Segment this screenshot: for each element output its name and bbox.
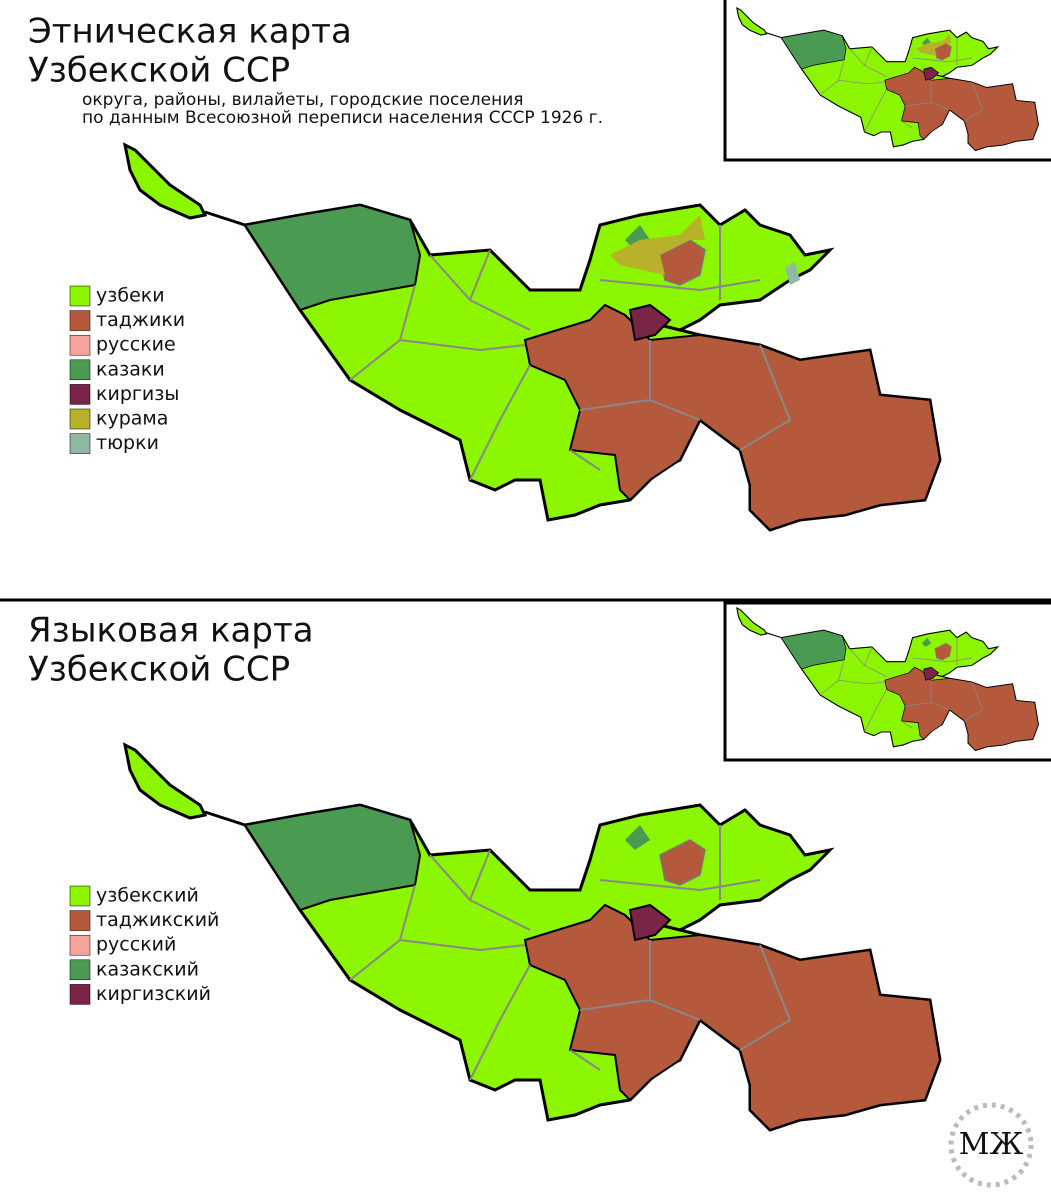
legend-label: таджики: [96, 309, 185, 331]
legend-label: казаки: [96, 358, 165, 380]
map: [123, 743, 942, 1132]
legend-swatch: [69, 285, 91, 307]
legend-label: русский: [96, 934, 176, 956]
map-region: [610, 215, 705, 275]
legend-label: киргизы: [96, 383, 179, 405]
legend-swatch: [69, 984, 91, 1005]
legend-label: киргизский: [96, 983, 211, 1005]
map-title: Узбекской ССР: [28, 650, 290, 690]
legend-label: таджикский: [96, 909, 219, 931]
legend-label: русские: [96, 334, 176, 356]
map-subtitle: по данным Всесоюзной переписи населения …: [82, 108, 603, 128]
legend-label: курама: [96, 408, 168, 430]
legend-swatch: [69, 934, 91, 956]
legend-swatch: [69, 359, 91, 381]
map: [123, 143, 942, 532]
legend-swatch: [69, 885, 91, 907]
inset-map: [736, 7, 1039, 152]
legend-label: узбекский: [96, 885, 199, 907]
map-title: Узбекской ССР: [28, 51, 290, 91]
legend-label: узбеки: [96, 285, 165, 307]
legend-swatch: [69, 959, 91, 981]
legend-swatch: [69, 910, 91, 931]
legend-swatch: [69, 384, 91, 405]
legend-swatch: [69, 408, 91, 430]
watermark: МЖ: [948, 1102, 1034, 1188]
map-title: Языковая карта: [28, 611, 314, 651]
map-title: Этническая карта: [28, 12, 352, 52]
legend-label: тюрки: [96, 432, 159, 454]
legend-swatch: [69, 433, 91, 454]
legend-label: казакский: [96, 958, 199, 980]
watermark-text: МЖ: [959, 1127, 1024, 1162]
legend-swatch: [69, 310, 91, 331]
map-subtitle: округа, районы, вилайеты, городские посе…: [82, 90, 524, 110]
legend-swatch: [69, 334, 91, 356]
map-region: [785, 262, 800, 285]
